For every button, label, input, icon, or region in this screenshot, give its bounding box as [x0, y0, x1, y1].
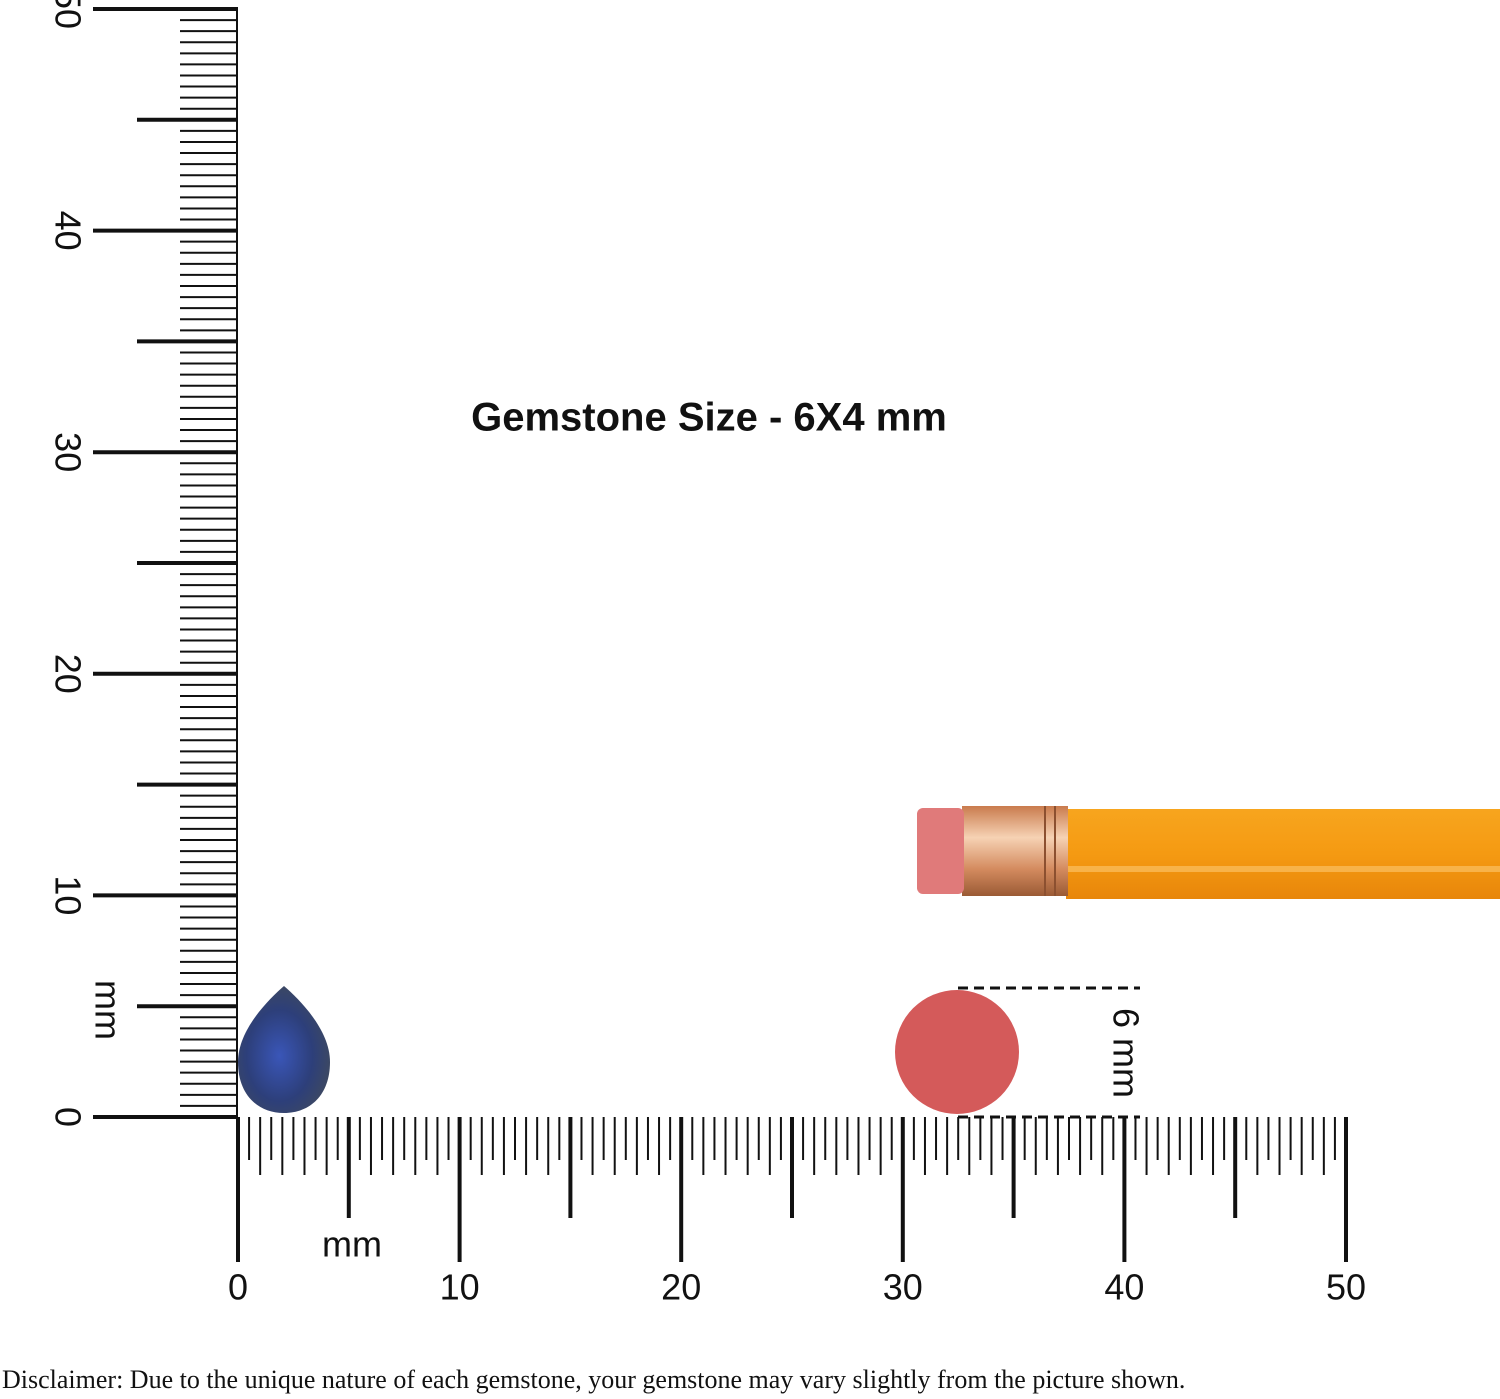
v-label: 10	[47, 875, 88, 915]
h-label: 20	[661, 1267, 701, 1308]
h-label: 30	[883, 1267, 923, 1308]
v-label: 30	[47, 432, 88, 472]
v-label: 20	[47, 654, 88, 694]
pencil	[917, 806, 1500, 899]
rulers: 0 10 20 30 40 50 mm 0 10 20 30 40 50 mm	[47, 0, 1366, 1308]
h-label: 40	[1104, 1267, 1144, 1308]
h-unit: mm	[322, 1224, 382, 1265]
h-label: 0	[228, 1267, 248, 1308]
v-label: 0	[47, 1107, 88, 1127]
title: Gemstone Size - 6X4 mm	[471, 396, 947, 440]
disclaimer: Disclaimer: Due to the unique nature of …	[2, 1365, 1185, 1394]
v-label: 40	[47, 211, 88, 251]
h-label: 10	[440, 1267, 480, 1308]
v-label: 50	[47, 0, 88, 29]
h-label: 50	[1326, 1267, 1366, 1308]
gemstone	[238, 986, 330, 1113]
size-marker: 6 mm	[1105, 1008, 1146, 1098]
reference-circle	[895, 990, 1019, 1114]
v-unit: mm	[87, 980, 128, 1040]
